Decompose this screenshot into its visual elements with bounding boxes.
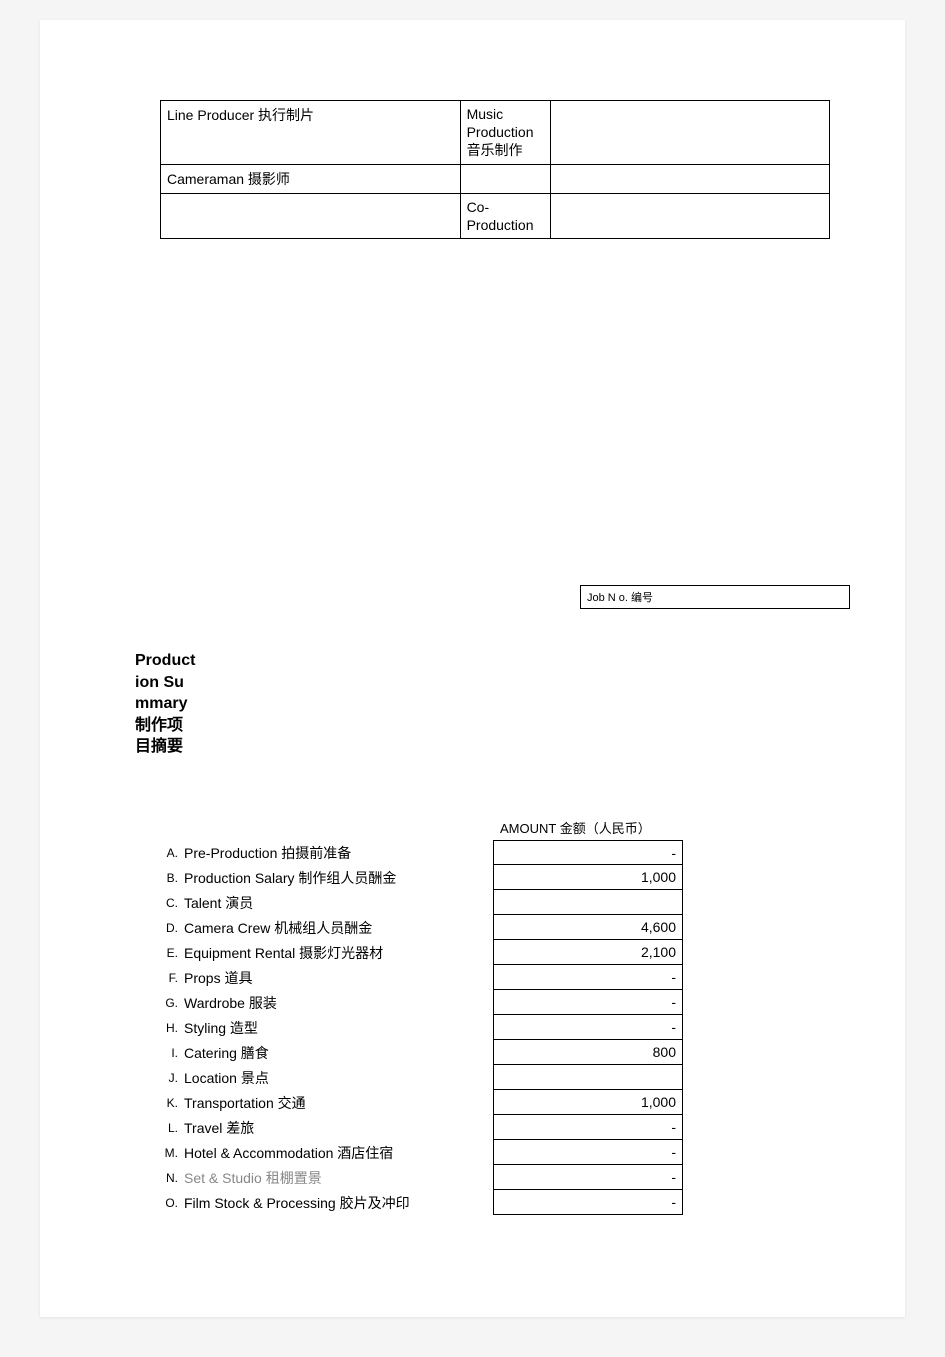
row-letter: M.	[158, 1146, 182, 1160]
production-summary-title: Production Summary 制作项目摘要	[135, 650, 197, 758]
row-label: Pre-Production 拍摄前准备	[182, 843, 493, 863]
row-letter: O.	[158, 1196, 182, 1210]
row-label: Travel 差旅	[182, 1118, 493, 1138]
summary-row: O. Film Stock & Processing 胶片及冲印 -	[158, 1190, 683, 1215]
row-letter: J.	[158, 1071, 182, 1085]
summary-row: F. Props 道具 -	[158, 965, 683, 990]
row-amount: -	[493, 1115, 683, 1140]
row-letter: K.	[158, 1096, 182, 1110]
row-amount: -	[493, 840, 683, 865]
summary-row: M. Hotel & Accommodation 酒店住宿 -	[158, 1140, 683, 1165]
row-letter: L.	[158, 1121, 182, 1135]
header-cell-blank	[161, 193, 461, 238]
header-cell-blank	[550, 164, 829, 193]
row-letter: I.	[158, 1046, 182, 1060]
job-number-box: Job N o. 编号	[580, 585, 850, 609]
header-row: Co- Production	[161, 193, 830, 238]
row-letter: F.	[158, 971, 182, 985]
header-cell-line-producer: Line Producer 执行制片	[161, 101, 461, 165]
header-cell-text: Music Production 音乐制作	[467, 106, 534, 158]
header-cell-blank	[460, 164, 550, 193]
summary-row: C. Talent 演员	[158, 890, 683, 915]
row-label: Film Stock & Processing 胶片及冲印	[182, 1193, 493, 1213]
summary-row: K. Transportation 交通 1,000	[158, 1090, 683, 1115]
row-label: Production Salary 制作组人员酬金	[182, 868, 493, 888]
row-amount: -	[493, 1015, 683, 1040]
row-label: Styling 造型	[182, 1018, 493, 1038]
summary-row: D. Camera Crew 机械组人员酬金 4,600	[158, 915, 683, 940]
row-letter: B.	[158, 871, 182, 885]
row-letter: C.	[158, 896, 182, 910]
header-cell-music-production: Music Production 音乐制作	[460, 101, 550, 165]
row-label: Equipment Rental 摄影灯光器材	[182, 943, 493, 963]
header-cell-cameraman: Cameraman 摄影师	[161, 164, 461, 193]
row-letter: D.	[158, 921, 182, 935]
row-label: Wardrobe 服装	[182, 993, 493, 1013]
summary-row: A. Pre-Production 拍摄前准备 -	[158, 840, 683, 865]
row-amount: 1,000	[493, 1090, 683, 1115]
row-amount: 2,100	[493, 940, 683, 965]
row-amount: 800	[493, 1040, 683, 1065]
row-amount: -	[493, 990, 683, 1015]
summary-row: I. Catering 膳食 800	[158, 1040, 683, 1065]
row-label: Camera Crew 机械组人员酬金	[182, 918, 493, 938]
summary-list: A. Pre-Production 拍摄前准备 - B. Production …	[158, 840, 683, 1215]
row-amount: 4,600	[493, 915, 683, 940]
header-cell-text: Co- Production	[467, 199, 534, 233]
summary-row: J. Location 景点	[158, 1065, 683, 1090]
row-amount: -	[493, 965, 683, 990]
row-amount	[493, 1065, 683, 1090]
amount-column-header: AMOUNT 金额（人民币）	[500, 818, 651, 837]
row-label: Set & Studio 租棚置景	[182, 1168, 493, 1188]
row-amount: -	[493, 1140, 683, 1165]
summary-row: G. Wardrobe 服装 -	[158, 990, 683, 1015]
row-amount: -	[493, 1190, 683, 1215]
row-label: Location 景点	[182, 1068, 493, 1088]
row-letter: G.	[158, 996, 182, 1010]
row-letter: A.	[158, 846, 182, 860]
row-label: Catering 膳食	[182, 1043, 493, 1063]
header-cell-blank	[550, 101, 829, 165]
row-letter: H.	[158, 1021, 182, 1035]
row-letter: N.	[158, 1171, 182, 1185]
document-page: Line Producer 执行制片 Music Production 音乐制作…	[40, 20, 905, 1317]
header-cell-blank	[550, 193, 829, 238]
row-amount: 1,000	[493, 865, 683, 890]
header-table: Line Producer 执行制片 Music Production 音乐制作…	[160, 100, 830, 239]
row-label: Hotel & Accommodation 酒店住宿	[182, 1143, 493, 1163]
summary-row: B. Production Salary 制作组人员酬金 1,000	[158, 865, 683, 890]
row-letter: E.	[158, 946, 182, 960]
job-number-label: Job N o. 编号	[587, 592, 653, 604]
summary-row: E. Equipment Rental 摄影灯光器材 2,100	[158, 940, 683, 965]
summary-row: H. Styling 造型 -	[158, 1015, 683, 1040]
summary-row: N. Set & Studio 租棚置景 -	[158, 1165, 683, 1190]
row-label: Transportation 交通	[182, 1093, 493, 1113]
summary-row: L. Travel 差旅 -	[158, 1115, 683, 1140]
row-amount: -	[493, 1165, 683, 1190]
header-row: Line Producer 执行制片 Music Production 音乐制作	[161, 101, 830, 165]
row-label: Talent 演员	[182, 893, 493, 913]
row-label: Props 道具	[182, 968, 493, 988]
header-cell-co-production: Co- Production	[460, 193, 550, 238]
header-row: Cameraman 摄影师	[161, 164, 830, 193]
row-amount	[493, 890, 683, 915]
